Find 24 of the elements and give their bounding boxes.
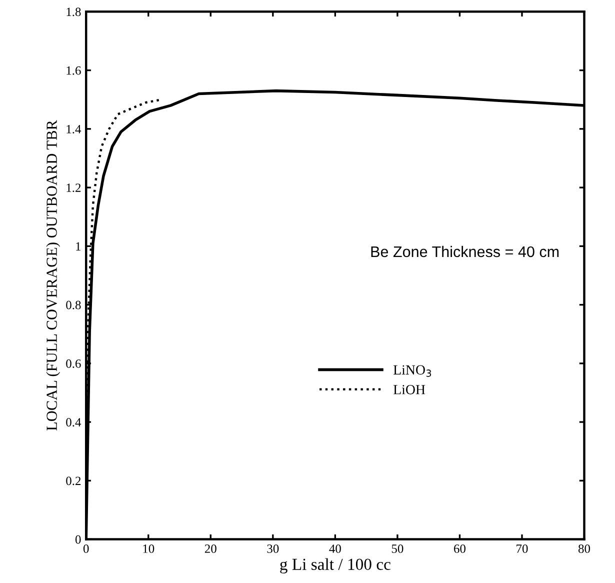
x-tick-label: 40 bbox=[329, 544, 341, 553]
x-tick-label: 0 bbox=[83, 544, 89, 553]
y-tick-label: 0 bbox=[75, 535, 81, 544]
legend-label: LiOH bbox=[394, 384, 426, 394]
y-tick-label: 1.2 bbox=[66, 184, 81, 192]
y-tick-label: 0.2 bbox=[66, 476, 81, 486]
y-tick-label: 1 bbox=[76, 242, 80, 250]
y-tick-label: 0.8 bbox=[66, 300, 81, 310]
x-tick-label: 80 bbox=[578, 544, 590, 553]
y-tick-label: 1.8 bbox=[66, 8, 81, 16]
y-axis-title: LOCAL (FULL COVERAGE) OUTBOARD TBR bbox=[46, 120, 60, 430]
x-tick-label: 70 bbox=[516, 544, 528, 553]
x-tick-label: 60 bbox=[454, 544, 466, 553]
y-tick-label: 0.4 bbox=[66, 418, 82, 427]
x-axis-title: g Li salt / 100 cc bbox=[280, 558, 390, 574]
annotation: Be Zone Thickness = 40 cm bbox=[371, 246, 559, 258]
y-tick-label: 0.6 bbox=[66, 359, 81, 368]
y-tick-label: 1.4 bbox=[66, 124, 82, 134]
legend-label: LiNO$_{3}$ bbox=[394, 365, 432, 377]
x-tick-label: 20 bbox=[204, 544, 216, 553]
x-tick-label: 30 bbox=[267, 544, 279, 553]
x-tick-label: 10 bbox=[143, 544, 154, 553]
x-tick-label: 50 bbox=[392, 544, 404, 553]
y-tick-label: 1.6 bbox=[66, 66, 81, 75]
